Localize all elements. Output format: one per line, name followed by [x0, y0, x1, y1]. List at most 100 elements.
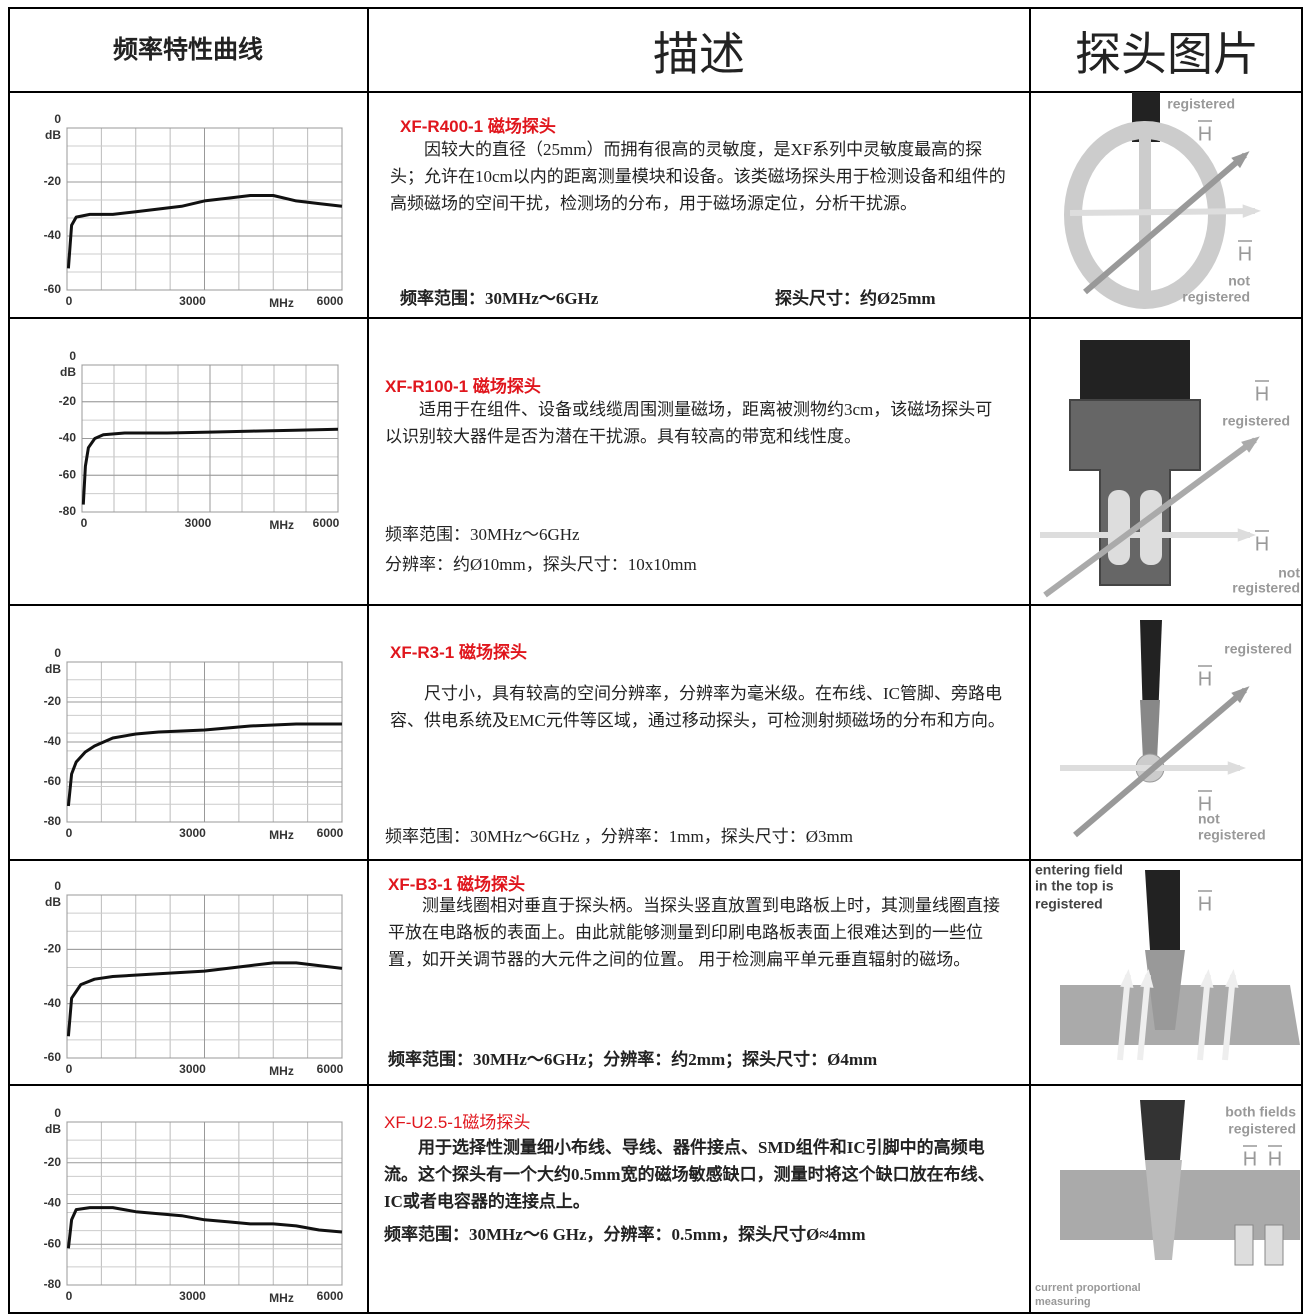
row-description: 用于选择性测量细小布线、导线、器件接点、SMD组件和IC引脚中的高频电流。这个探…: [384, 1138, 995, 1211]
ic-pin: [1264, 1224, 1284, 1266]
header-cell: 描述: [653, 29, 745, 80]
probe-slot: [1140, 490, 1162, 565]
arrow-head: [1231, 686, 1250, 704]
field-arrow: [1043, 437, 1257, 598]
x-tick-label: 0: [66, 826, 73, 840]
picture-label: H: [1198, 793, 1212, 815]
field-arrow: [1069, 208, 1256, 216]
arrow-head: [1200, 969, 1214, 988]
response-curve: [66, 194, 343, 269]
field-arrow: [1137, 974, 1151, 1061]
y-tick-label: 0: [69, 349, 76, 363]
probe-body: [1145, 1160, 1182, 1260]
y-tick-label: -20: [44, 1155, 62, 1169]
x-axis-label: MHz: [269, 518, 294, 532]
probe-handle: [1145, 870, 1180, 950]
arrow-head: [1225, 969, 1239, 988]
field-arrow: [1073, 687, 1247, 838]
picture-label: registered: [1228, 1121, 1296, 1137]
row-title: XF-B3-1 磁场探头: [388, 875, 525, 894]
picture-label: not: [1228, 273, 1250, 289]
x-tick-label: 3000: [179, 1289, 206, 1303]
x-tick-label: 3000: [179, 294, 206, 308]
y-axis-label: dB: [60, 365, 76, 379]
y-tick-label: -20: [59, 394, 77, 408]
row-description: 尺寸小，具有较高的空间分辨率，分辨率为毫米级。在布线、IC管脚、旁路电容、供电系…: [390, 684, 1005, 730]
arrow-head: [1231, 151, 1250, 169]
probe-body: [1140, 700, 1160, 760]
y-tick-label: 0: [54, 646, 61, 660]
probe-handle: [1140, 1100, 1185, 1160]
picture-label: H: [1268, 1148, 1282, 1170]
x-tick-label: 3000: [179, 1062, 206, 1076]
x-tick-label: 0: [66, 294, 73, 308]
picture-label: in the top is: [1035, 878, 1114, 894]
probe-paddle: [1069, 399, 1201, 586]
y-tick-label: -40: [44, 734, 62, 748]
x-axis-label: MHz: [269, 1064, 294, 1078]
response-curve: [66, 961, 343, 1037]
response-curve: [66, 722, 342, 807]
y-axis-label: dB: [45, 1122, 61, 1136]
field-arrow: [1117, 974, 1131, 1061]
x-tick-label: 0: [66, 1062, 73, 1076]
row-title: XF-R100-1 磁场探头: [385, 377, 541, 396]
picture-label: not: [1198, 811, 1220, 827]
probe-body: [1145, 950, 1185, 1030]
y-axis-label: dB: [45, 128, 61, 142]
y-tick-label: -40: [59, 431, 77, 445]
picture-label: H: [1198, 668, 1212, 690]
picture-label: H: [1243, 1148, 1257, 1170]
y-tick-label: -80: [44, 814, 62, 828]
arrow-head: [1120, 969, 1134, 988]
response-curve: [81, 427, 339, 505]
pcb: [1060, 985, 1300, 1045]
y-tick-label: -40: [44, 228, 62, 242]
row-spec: 频率范围：30MHz～6GHz: [385, 525, 580, 544]
y-axis-label: dB: [45, 895, 61, 909]
x-tick-label: 3000: [179, 826, 206, 840]
row-title: XF-R400-1 磁场探头: [400, 117, 556, 136]
y-tick-label: 0: [54, 879, 61, 893]
picture-label: registered: [1232, 580, 1300, 596]
probe-handle: [1140, 620, 1162, 720]
arrow-head: [1241, 436, 1260, 453]
x-tick-label: 6000: [317, 826, 344, 840]
header-cell: 频率特性曲线: [112, 36, 263, 64]
y-tick-label: -40: [44, 996, 62, 1010]
picture-label: current proportional: [1035, 1282, 1141, 1294]
x-tick-label: 6000: [317, 1062, 344, 1076]
row-description: 测量线圈相对垂直于探头柄。当探头竖直放置到电路板上时，其测量线圈直接平放在电路板…: [388, 896, 1000, 969]
x-tick-label: 6000: [317, 294, 344, 308]
arrow-head: [1242, 204, 1261, 218]
y-tick-label: -80: [44, 1277, 62, 1291]
row-description: 因较大的直径（25mm）而拥有很高的灵敏度，是XF系列中灵敏度最高的探头；允许在…: [390, 140, 1006, 213]
x-tick-label: 0: [66, 1289, 73, 1303]
x-axis-label: MHz: [269, 1291, 294, 1305]
row-spec: 分辨率：约Ø10mm，探头尺寸：10x10mm: [385, 555, 697, 574]
y-tick-label: 0: [54, 1106, 61, 1120]
picture-label: measuring: [1035, 1296, 1091, 1308]
ic-pin: [1234, 1224, 1254, 1266]
row-description: 适用于在组件、设备或线缆周围测量磁场，距离被测物约3cm，该磁场探头可以识别较大…: [385, 400, 993, 446]
y-tick-label: -40: [44, 1196, 62, 1210]
y-tick-label: -20: [44, 942, 62, 956]
x-tick-label: 6000: [313, 516, 340, 530]
picture-label: not: [1278, 565, 1300, 581]
y-tick-label: -20: [44, 694, 62, 708]
arrow-head: [1227, 761, 1246, 775]
y-tick-label: 0: [54, 112, 61, 126]
probe-slot: [1108, 490, 1130, 565]
row-title: XF-R3-1 磁场探头: [390, 643, 527, 662]
field-arrow: [1197, 974, 1211, 1061]
picture-label: H: [1255, 383, 1269, 405]
picture-label: H: [1255, 533, 1269, 555]
picture-label: entering field: [1035, 862, 1123, 878]
header-cell: 探头图片: [1075, 29, 1259, 80]
picture-label: H: [1238, 243, 1252, 265]
y-tick-label: -80: [59, 504, 77, 518]
picture-label: registered: [1167, 96, 1235, 112]
x-axis-label: MHz: [269, 296, 294, 310]
